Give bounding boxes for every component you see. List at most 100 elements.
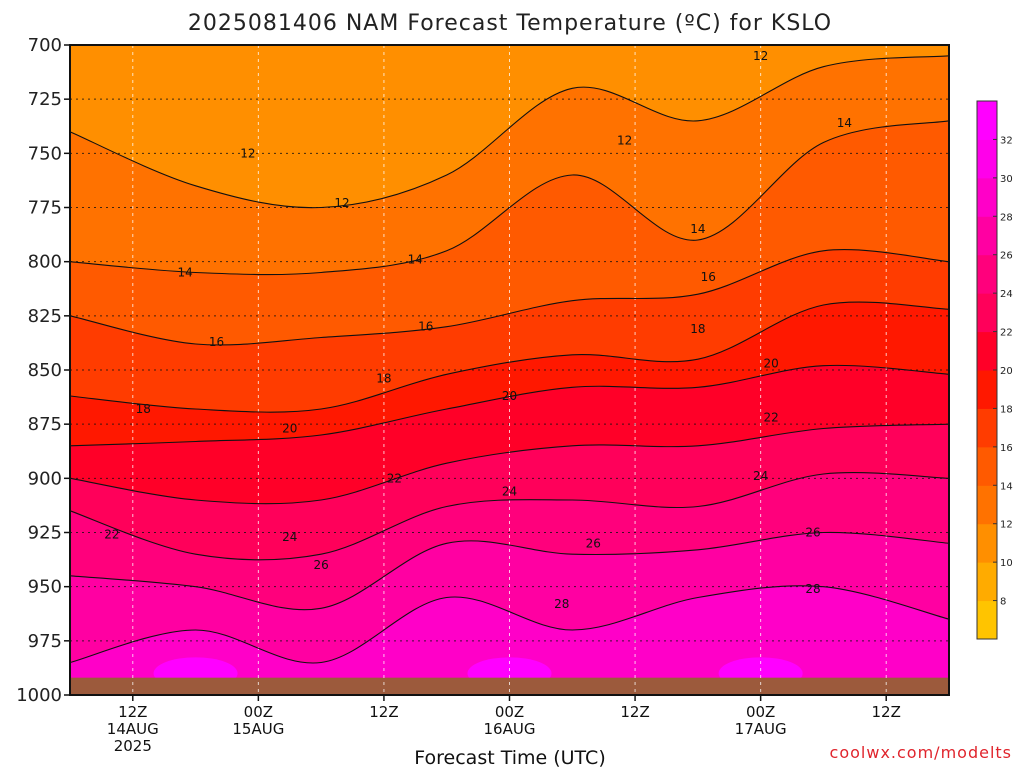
x-tick-label: 12Z	[872, 703, 901, 721]
colorbar-label: 22	[1000, 328, 1013, 339]
x-tick-label: 16AUG	[484, 720, 536, 738]
colorbar-label: 16	[1000, 443, 1013, 454]
contour-label: 16	[209, 335, 224, 349]
x-tick-label: 2025	[114, 737, 152, 755]
contour-label: 26	[586, 536, 601, 550]
y-axis: 700 725 750 775 800 825 850 875 900 925 950 975 1000	[16, 35, 70, 706]
contour-label: 14	[408, 253, 423, 267]
contour-label: 26	[314, 558, 329, 572]
y-tick-label: 825	[28, 306, 62, 327]
x-tick-label: 15AUG	[232, 720, 284, 738]
colorbar-swatch	[977, 293, 997, 333]
contour-line	[69, 531, 950, 611]
y-tick-label: 700	[28, 35, 62, 56]
x-tick-label: 00Z	[244, 703, 273, 721]
contour-line	[69, 120, 950, 276]
colorbar-swatch	[977, 562, 997, 602]
contour-label: 12	[617, 133, 632, 147]
contour-label: 16	[418, 320, 433, 334]
contour-line	[69, 55, 950, 209]
y-tick-label: 775	[28, 198, 62, 219]
contour-label: 22	[387, 471, 402, 485]
contour-line	[69, 364, 950, 447]
contour-label: 12	[753, 49, 768, 63]
colorbar-swatch	[977, 485, 997, 525]
y-tick-label: 925	[28, 523, 62, 544]
colorbar-swatch	[977, 446, 997, 486]
colorbar-label: 24	[1000, 289, 1013, 300]
x-tick-label: 12Z	[369, 703, 398, 721]
contour-label: 14	[690, 222, 705, 236]
contour-label: 18	[690, 322, 705, 336]
colorbar-swatch	[977, 408, 997, 448]
contour-line	[69, 472, 950, 561]
contour-line	[69, 249, 950, 346]
y-tick-label: 975	[28, 631, 62, 652]
colorbar-label: 18	[1000, 404, 1013, 415]
contour-label: 18	[376, 372, 391, 386]
colorbar-swatch	[977, 216, 997, 256]
contour-label: 20	[282, 422, 297, 436]
contour-label: 20	[502, 389, 517, 403]
contour-line	[69, 585, 950, 664]
contour-label: 16	[701, 270, 716, 284]
contour-label: 14	[177, 266, 192, 280]
colorbar-label: 14	[1000, 481, 1013, 492]
y-tick-label: 875	[28, 414, 62, 435]
x-tick-label: 12Z	[620, 703, 649, 721]
contour-label: 14	[837, 116, 852, 130]
y-tick-label: 800	[28, 252, 62, 273]
x-tick-label: 00Z	[746, 703, 775, 721]
contour-label: 24	[282, 530, 297, 544]
contour-label: 12	[240, 146, 255, 160]
colorbar-label: 10	[1000, 558, 1013, 569]
colorbar-swatch	[977, 101, 997, 140]
x-tick-label: 14AUG	[107, 720, 159, 738]
x-tick-label: 17AUG	[735, 720, 787, 738]
ground-surface	[70, 677, 949, 695]
y-tick-label: 850	[28, 360, 62, 381]
y-tick-label: 725	[28, 89, 62, 110]
contour-label: 28	[805, 582, 820, 596]
contour-line	[69, 301, 950, 413]
colorbar-swatch	[977, 523, 997, 563]
x-tick-label: 00Z	[495, 703, 524, 721]
colorbar-label: 30	[1000, 174, 1013, 185]
y-tick-label: 900	[28, 468, 62, 489]
colorbar-swatch	[977, 370, 997, 409]
contour-label: 18	[136, 402, 151, 416]
y-tick-label: 950	[28, 577, 62, 598]
contour-lines	[69, 55, 950, 664]
y-tick-label: 750	[28, 143, 62, 164]
contour-label: 24	[502, 484, 517, 498]
chart-title: 2025081406 NAM Forecast Temperature (ºC)…	[188, 11, 832, 36]
colorbar-swatch	[977, 254, 997, 294]
colorbar-swatch	[977, 139, 997, 179]
contour-label: 12	[334, 196, 349, 210]
contour-labels: 12 12 12 12 14 14 14 14 16 16 16 18 18 18 20 20 20 22 22 22…	[104, 49, 852, 611]
contour-label: 28	[554, 597, 569, 611]
colorbar: 8 10 12 14 16 18 20 22 24 26 28 30 32	[976, 100, 1013, 640]
contour-label: 20	[763, 357, 778, 371]
colorbar-label: 32	[1000, 135, 1013, 146]
contour-label: 26	[805, 526, 820, 540]
contour-label: 24	[753, 469, 768, 483]
colorbar-swatch	[977, 600, 997, 640]
colorbar-label: 12	[1000, 520, 1013, 531]
contour-label: 22	[763, 411, 778, 425]
x-tick-label: 12Z	[118, 703, 147, 721]
colorbar-label: 20	[1000, 366, 1013, 377]
plot-frame	[69, 44, 950, 696]
colorbar-label: 28	[1000, 212, 1013, 223]
colorbar-swatch	[977, 331, 997, 371]
credit-link[interactable]: coolwx.com/modelts	[830, 743, 1012, 762]
y-tick-label: 1000	[16, 685, 62, 706]
colorbar-swatch	[977, 177, 997, 217]
colorbar-label: 8	[1000, 597, 1006, 608]
contour-label: 22	[104, 528, 119, 542]
colorbar-label: 26	[1000, 251, 1013, 262]
x-axis-label: Forecast Time (UTC)	[414, 747, 605, 768]
contour-line	[69, 423, 950, 505]
